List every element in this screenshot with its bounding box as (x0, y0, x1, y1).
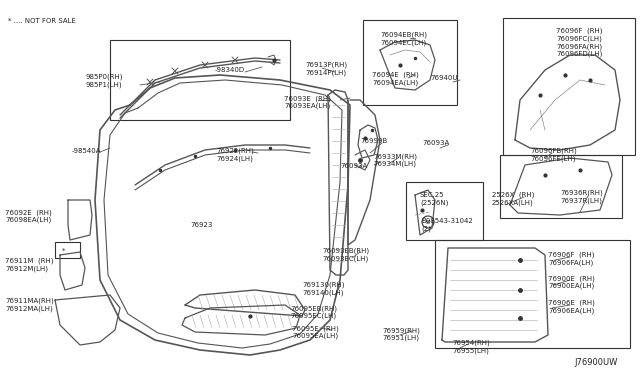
Text: B08543-31042
(2): B08543-31042 (2) (421, 218, 473, 231)
Text: 76096FB(RH)
76096FE(LH): 76096FB(RH) 76096FE(LH) (530, 148, 577, 162)
Text: 76954(RH)
76955(LH): 76954(RH) 76955(LH) (452, 340, 490, 354)
Bar (435, 240, 630, 348)
Text: 76936R(RH)
76937R(LH): 76936R(RH) 76937R(LH) (560, 190, 603, 204)
Bar (500, 155, 622, 218)
Text: J76900UW: J76900UW (574, 358, 618, 367)
Text: * .... NOT FOR SALE: * .... NOT FOR SALE (8, 18, 76, 24)
Text: B: B (426, 219, 430, 224)
Text: 76999B: 76999B (360, 138, 387, 144)
Text: 76913P(RH)
76914P(LH): 76913P(RH) 76914P(LH) (305, 62, 347, 76)
Text: -98540A: -98540A (72, 148, 102, 154)
Bar (110, 40, 290, 120)
Text: *: * (62, 248, 65, 254)
Text: 76923: 76923 (190, 222, 212, 228)
Text: SEC.25
(2526N): SEC.25 (2526N) (420, 192, 449, 205)
Text: 76940U: 76940U (430, 75, 458, 81)
Text: 76900E  (RH)
76900EA(LH): 76900E (RH) 76900EA(LH) (548, 275, 595, 289)
Text: 76959(RH)
76951(LH): 76959(RH) 76951(LH) (382, 327, 420, 341)
Text: 76093EB(RH)
76093EC(LH): 76093EB(RH) 76093EC(LH) (322, 248, 369, 262)
Text: 76095E  (RH)
76095EA(LH): 76095E (RH) 76095EA(LH) (292, 325, 339, 339)
Text: 76906F  (RH)
76906FA(LH): 76906F (RH) 76906FA(LH) (548, 252, 595, 266)
Text: 985P0(RH)
985P1(LH): 985P0(RH) 985P1(LH) (85, 74, 122, 88)
Bar (503, 18, 635, 155)
Text: 76092E  (RH)
76098EA(LH): 76092E (RH) 76098EA(LH) (5, 209, 52, 223)
Text: 76906E  (RH)
76906EA(LH): 76906E (RH) 76906EA(LH) (548, 300, 595, 314)
Bar (55, 242, 80, 258)
Text: 76911M  (RH)
76912M(LH): 76911M (RH) 76912M(LH) (5, 258, 54, 272)
Text: 76094E  (RH)
76094EA(LH): 76094E (RH) 76094EA(LH) (372, 72, 419, 86)
Text: 76094EB(RH)
76094EC(LH): 76094EB(RH) 76094EC(LH) (380, 32, 427, 46)
Text: 76933M(RH)
76934M(LH): 76933M(RH) 76934M(LH) (373, 153, 417, 167)
Text: 76922(RH)
76924(LH): 76922(RH) 76924(LH) (216, 148, 253, 162)
Text: 76095EB(RH)
76095EC(LH): 76095EB(RH) 76095EC(LH) (290, 305, 337, 319)
Text: 769130(RH)
769140(LH): 769130(RH) 769140(LH) (302, 282, 344, 296)
Text: 76093E  (RH)
76093EA(LH): 76093E (RH) 76093EA(LH) (284, 95, 331, 109)
Text: 76093A: 76093A (422, 140, 449, 146)
Text: 76096F  (RH)
76096FC(LH)
76096FA(RH)
76096FD(LH): 76096F (RH) 76096FC(LH) 76096FA(RH) 7609… (556, 28, 602, 57)
Text: 76093A: 76093A (340, 163, 367, 169)
Bar (406, 182, 483, 240)
Text: 2526X  (RH)
2526XA(LH): 2526X (RH) 2526XA(LH) (492, 192, 534, 206)
Text: 76911MA(RH)
76912MA(LH): 76911MA(RH) 76912MA(LH) (5, 298, 54, 312)
Text: -98340D: -98340D (215, 67, 245, 73)
Bar (363, 20, 457, 105)
